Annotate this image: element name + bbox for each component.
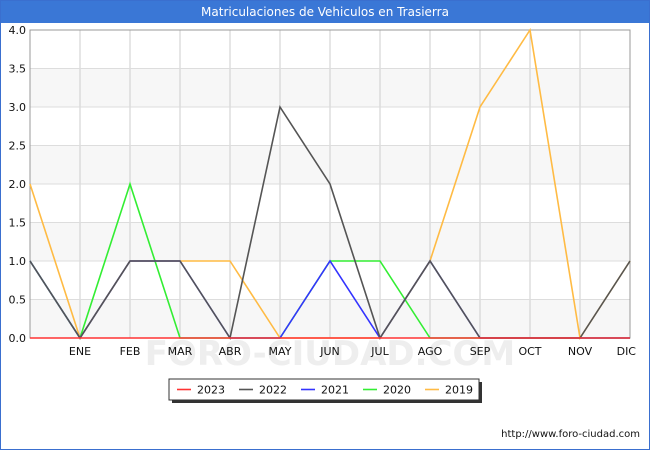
x-tick-label: OCT xyxy=(518,345,541,358)
x-tick-label: SEP xyxy=(470,345,491,358)
y-axis-ticks: 0.0 0.5 1.0 1.5 2.0 2.5 3.0 3.5 4.0 xyxy=(9,24,27,345)
y-tick-label: 1.0 xyxy=(9,255,27,268)
y-tick-label: 3.5 xyxy=(9,63,27,76)
legend-box xyxy=(168,378,480,401)
x-tick-label: ENE xyxy=(69,345,91,358)
legend-label-2021: 2021 xyxy=(321,384,349,397)
y-tick-label: 2.5 xyxy=(9,140,27,153)
y-tick-label: 0.5 xyxy=(9,294,27,307)
y-tick-label: 2.0 xyxy=(9,178,27,191)
x-axis-ticks: ENE FEB MAR ABR MAY JUN JUL AGO SEP OCT NOV DIC xyxy=(69,345,636,358)
y-tick-label: 1.5 xyxy=(9,217,27,230)
series-lines xyxy=(29,27,631,341)
x-tick-label: MAR xyxy=(168,345,193,358)
x-tick-label: MAY xyxy=(269,345,292,358)
legend-label-2022: 2022 xyxy=(259,384,287,397)
legend-label-2023: 2023 xyxy=(197,384,225,397)
legend-label-2020: 2020 xyxy=(383,384,411,397)
x-tick-label: DIC xyxy=(617,345,637,358)
x-tick-label: NOV xyxy=(568,345,593,358)
source-label: http://www.foro-ciudad.com xyxy=(501,429,640,440)
legend: 2023 2022 2021 2020 2019 xyxy=(168,378,482,403)
y-tick-label: 3.0 xyxy=(9,101,27,114)
x-tick-label: JUN xyxy=(319,345,340,358)
x-tick-label: AGO xyxy=(418,345,443,358)
watermark: FORO-CIUDAD.COM xyxy=(145,334,516,374)
x-tick-label: ABR xyxy=(219,345,242,358)
x-tick-label: JUL xyxy=(370,345,389,358)
y-tick-label: 4.0 xyxy=(9,24,27,37)
x-tick-label: FEB xyxy=(120,345,141,358)
legend-label-2019: 2019 xyxy=(445,384,473,397)
y-tick-label: 0.0 xyxy=(9,332,27,345)
chart-title: Matriculaciones de Vehiculos en Trasierr… xyxy=(1,1,649,23)
